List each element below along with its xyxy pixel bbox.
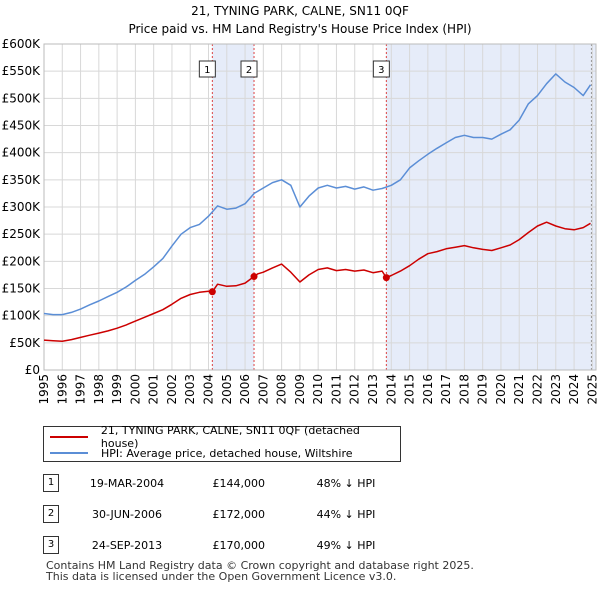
x-tick-label: 2014 [384, 374, 398, 405]
transaction-number: 2 [43, 505, 59, 523]
y-tick-label: £300K [2, 200, 42, 214]
legend-item-property: 21, TYNING PARK, CALNE, SN11 0QF (detach… [50, 424, 400, 450]
y-tick-label: £500K [2, 91, 42, 105]
y-tick-label: £350K [2, 173, 42, 187]
footer: Contains HM Land Registry data © Crown c… [46, 560, 474, 582]
chart-subtitle: Price paid vs. HM Land Registry's House … [128, 22, 472, 36]
series-line-property [43, 221, 591, 342]
x-tick-label: 2012 [348, 374, 362, 405]
y-tick-label: £600K [2, 37, 42, 51]
y-tick-label: £50K [9, 336, 41, 350]
y-tick-label: £550K [2, 64, 42, 78]
series-line-hpi [43, 73, 592, 316]
sale-marker-label: 3 [378, 65, 384, 76]
x-tick-label: 2019 [476, 374, 490, 405]
y-tick-label: £200K [2, 254, 42, 268]
x-tick-label: 2007 [256, 374, 270, 405]
footer-copyright: Contains HM Land Registry data © Crown c… [46, 559, 474, 572]
x-tick-label: 2022 [531, 374, 545, 405]
legend-swatch-property [50, 436, 88, 438]
x-tick-label: 2005 [220, 374, 234, 405]
sale-point [382, 274, 390, 282]
x-tick-label: 2025 [585, 374, 599, 405]
sale-marker-box [372, 60, 390, 78]
sale-marker-label: 2 [246, 65, 252, 76]
x-tick-label: 2017 [439, 374, 453, 405]
x-tick-label: 2008 [275, 374, 289, 405]
legend-swatch-hpi [50, 452, 88, 454]
transaction-number: 1 [43, 474, 59, 492]
y-tick-label: £250K [2, 227, 42, 241]
x-tick-label: 2023 [549, 374, 563, 405]
transaction-hpi-diff: 44% ↓ HPI [316, 508, 376, 521]
sale-point [208, 288, 216, 296]
x-tick-label: 2015 [403, 374, 417, 405]
x-tick-label: 1995 [37, 374, 51, 405]
sale-point [250, 273, 258, 281]
transaction-price: £170,000 [212, 539, 266, 552]
sale-marker-label: 1 [204, 65, 210, 76]
sale-marker-box [240, 60, 258, 78]
legend-item-hpi: HPI: Average price, detached house, Wilt… [50, 446, 353, 460]
legend-label-hpi: HPI: Average price, detached house, Wilt… [101, 446, 353, 460]
x-tick-label: 2002 [165, 374, 179, 405]
x-tick-label: 2011 [329, 374, 343, 405]
x-tick-label: 2004 [202, 374, 216, 405]
x-tick-label: 1998 [92, 374, 106, 405]
footer-licence: This data is licensed under the Open Gov… [46, 570, 397, 583]
x-tick-label: 2016 [421, 374, 435, 405]
x-tick-label: 1999 [110, 374, 124, 405]
x-tick-label: 2021 [512, 374, 526, 405]
y-tick-label: £400K [2, 146, 42, 160]
x-tick-label: 2018 [457, 374, 471, 405]
legend: 21, TYNING PARK, CALNE, SN11 0QF (detach… [43, 424, 401, 462]
transaction-price: £172,000 [212, 508, 266, 521]
y-tick-label: £450K [2, 119, 42, 133]
x-tick-label: 2003 [183, 374, 197, 405]
transaction-number: 3 [43, 536, 59, 554]
chart-title: 21, TYNING PARK, CALNE, SN11 0QF [191, 4, 409, 18]
x-tick-label: 2001 [147, 374, 161, 405]
chart-area: 1 2 3 £0 £50K £100K £150K £200K £250K £300K £350K £… [2, 37, 600, 405]
x-tick-label: 2000 [128, 374, 142, 405]
x-tick-label: 2010 [311, 374, 325, 405]
transaction-date: 19-MAR-2004 [89, 477, 165, 490]
x-tick-label: 2024 [567, 374, 581, 405]
transaction-date: 30-JUN-2006 [91, 508, 163, 521]
x-tick-label: 2013 [366, 374, 380, 405]
y-tick-label: £0 [25, 363, 40, 377]
x-tick-label: 1996 [55, 374, 69, 405]
sale-marker-box [198, 60, 216, 78]
y-tick-label: £100K [2, 309, 42, 323]
transaction-date: 24-SEP-2013 [91, 539, 163, 552]
plot-border [43, 43, 597, 371]
transaction-hpi-diff: 49% ↓ HPI [316, 539, 376, 552]
x-tick-label: 2006 [238, 374, 252, 405]
x-tick-label: 1997 [74, 374, 88, 405]
x-tick-label: 2020 [494, 374, 508, 405]
x-tick-label: 2009 [293, 374, 307, 405]
transaction-hpi-diff: 48% ↓ HPI [316, 477, 376, 490]
legend-label-property: 21, TYNING PARK, CALNE, SN11 0QF (detach… [100, 424, 360, 450]
transaction-price: £144,000 [212, 477, 266, 490]
y-tick-label: £150K [2, 282, 42, 296]
